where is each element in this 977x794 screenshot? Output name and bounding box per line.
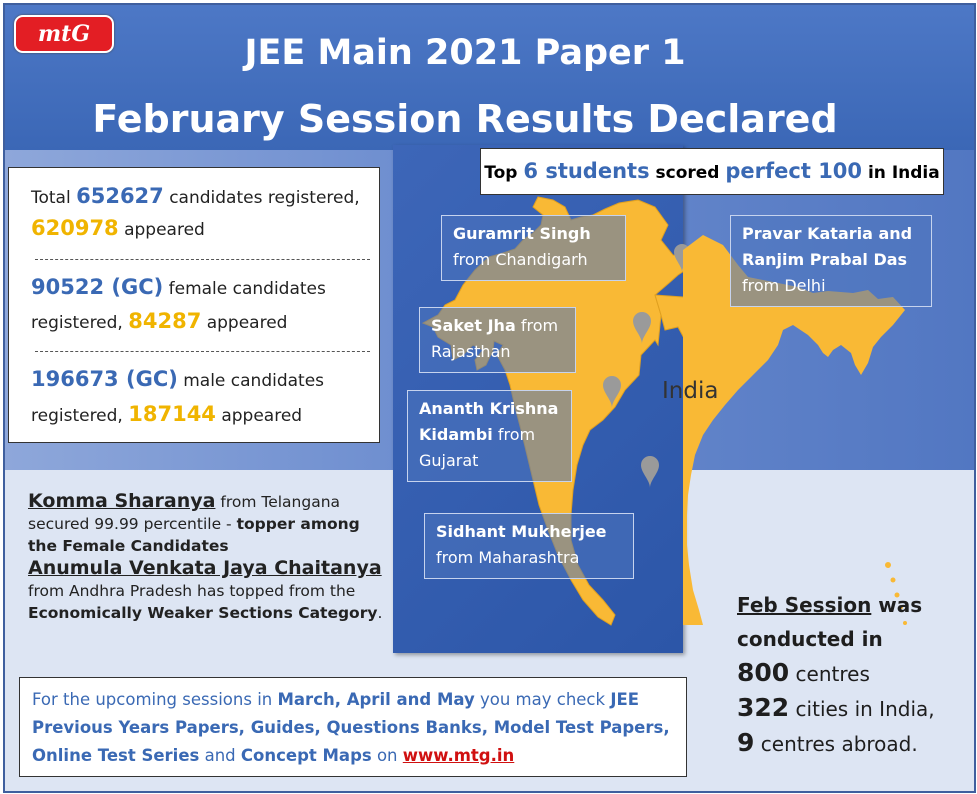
- stats-female-line2: registered, 84287 appeared: [31, 309, 288, 333]
- abroad-line: 9 centres abroad.: [737, 728, 918, 757]
- female-appeared-value: 84287: [128, 309, 202, 333]
- top-students-box: Top 6 students scored perfect 100 in Ind…: [480, 148, 944, 195]
- brand-logo[interactable]: mtG: [14, 15, 114, 53]
- label-gujarat: Ananth Krishna Kidambi from Gujarat: [407, 390, 572, 482]
- india-country-label: India: [662, 378, 719, 404]
- stats-female-line1: 90522 (GC) female candidates: [31, 275, 326, 299]
- label-chandigarh: Guramrit Singh from Chandigarh: [441, 215, 626, 281]
- feb-session-heading: Feb Session: [737, 593, 872, 617]
- female-count-value: 90522 (GC): [31, 275, 164, 299]
- island-icon: [885, 562, 891, 568]
- island-icon: [890, 577, 896, 583]
- registration-stats-box: Total 652627 candidates registered, 6209…: [8, 167, 380, 443]
- stats-total-line1: Total 652627 candidates registered,: [31, 184, 360, 208]
- stats-male-line2: registered, 187144 appeared: [31, 402, 303, 426]
- mtg-website-link[interactable]: www.mtg.in: [402, 746, 515, 765]
- feb-session-info: Feb Session was conducted in 800 centres…: [737, 588, 967, 761]
- special-toppers: Komma Sharanya from Telangana secured 99…: [28, 490, 383, 622]
- feb-session-line2: conducted in: [737, 627, 883, 651]
- male-appeared-value: 187144: [128, 402, 216, 426]
- upcoming-sessions-box: For the upcoming sessions in March, Apri…: [19, 677, 687, 777]
- header-banner: mtG JEE Main 2021 Paper 1 February Sessi…: [5, 5, 974, 150]
- divider: [35, 351, 370, 352]
- pin-maharashtra-icon: [641, 456, 659, 488]
- top-score: perfect 100: [725, 159, 863, 183]
- cities-line: 322 cities in India,: [737, 693, 935, 722]
- island-icon: [899, 605, 903, 609]
- label-delhi: Pravar Kataria and Ranjim Prabal Das from …: [730, 215, 932, 307]
- centres-line: 800 centres: [737, 658, 870, 687]
- pin-rajasthan-icon: [633, 312, 651, 344]
- title-line-1: JEE Main 2021 Paper 1: [244, 33, 686, 73]
- divider: [35, 259, 370, 260]
- top-count: 6 students: [523, 159, 650, 183]
- total-appeared-value: 620978: [31, 216, 119, 240]
- india-map-east: [683, 235, 907, 625]
- title-line-2: February Session Results Declared: [92, 97, 838, 141]
- total-registered-value: 652627: [76, 184, 164, 208]
- male-count-value: 196673 (GC): [31, 367, 178, 391]
- stats-total-line2: 620978 appeared: [31, 216, 205, 240]
- label-rajasthan: Saket Jha from Rajasthan: [419, 307, 576, 373]
- pin-gujarat-icon: [603, 376, 621, 408]
- stats-male-line1: 196673 (GC) male candidates: [31, 367, 325, 391]
- label-maharashtra: Sidhant Mukherjee from Maharashtra: [424, 513, 634, 579]
- island-icon: [903, 621, 907, 625]
- female-topper-name: Komma Sharanya: [28, 490, 216, 512]
- ews-topper-name: Anumula Venkata Jaya Chaitanya: [28, 557, 382, 579]
- island-icon: [894, 592, 900, 598]
